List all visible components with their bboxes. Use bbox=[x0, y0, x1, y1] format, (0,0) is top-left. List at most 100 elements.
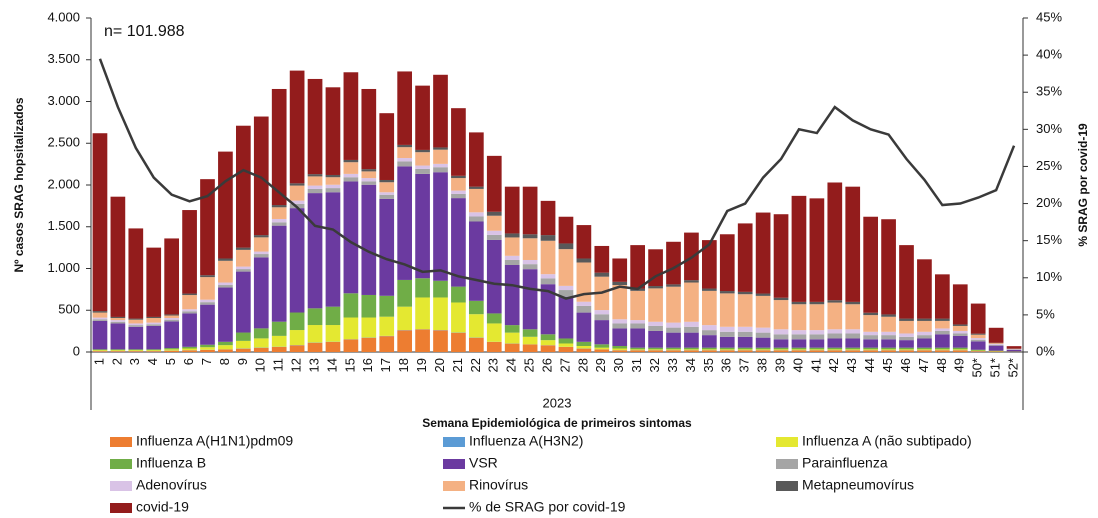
y2-tick-label: 15% bbox=[1036, 232, 1062, 247]
bar-segment bbox=[773, 297, 789, 301]
bar-segment bbox=[325, 188, 341, 193]
bar-segment bbox=[522, 336, 538, 345]
bar-segment bbox=[755, 337, 771, 348]
y-tick-label: 4.000 bbox=[47, 9, 80, 24]
bar-segment bbox=[289, 70, 305, 184]
bar-segment bbox=[468, 212, 484, 217]
bar-segment bbox=[701, 288, 717, 291]
bar-segment bbox=[791, 347, 807, 350]
x-tick-label: 45 bbox=[880, 358, 895, 372]
bar-segment bbox=[809, 301, 825, 305]
bar-segment bbox=[92, 349, 108, 351]
bar-segment bbox=[934, 328, 950, 331]
x-tick-label: 8 bbox=[217, 358, 232, 365]
bar-segment bbox=[164, 314, 180, 316]
bar-segment bbox=[397, 279, 413, 307]
bar-segment bbox=[451, 332, 466, 352]
bar-segment bbox=[737, 336, 753, 348]
bar-segment bbox=[701, 290, 717, 326]
y-tick-label: 0 bbox=[73, 343, 80, 358]
bar-segment bbox=[361, 184, 377, 295]
bar-segment bbox=[988, 343, 1004, 345]
bar-segment bbox=[917, 349, 932, 351]
bar-segment bbox=[630, 349, 646, 351]
x-tick-label: 7 bbox=[199, 358, 214, 365]
bar-segment bbox=[952, 335, 968, 348]
bar-segment bbox=[791, 350, 807, 352]
bar-segment bbox=[594, 245, 610, 273]
bar-segment bbox=[594, 344, 610, 348]
bar-segment bbox=[952, 347, 968, 350]
bar-segment bbox=[307, 325, 323, 343]
bar-segment bbox=[415, 149, 430, 153]
bar-segment bbox=[684, 347, 699, 350]
x-axis-title: Semana Epidemiológica de primeiros sinto… bbox=[422, 416, 692, 430]
bar-segment bbox=[235, 269, 251, 272]
bar-segment bbox=[576, 305, 592, 313]
bar-segment bbox=[415, 165, 430, 169]
bar-segment bbox=[486, 211, 502, 216]
y2-tick-label: 30% bbox=[1036, 121, 1062, 136]
bar-segment bbox=[92, 317, 108, 320]
bar-segment bbox=[235, 271, 251, 333]
bar-segment bbox=[164, 238, 180, 315]
bar-segment bbox=[200, 347, 215, 350]
x-tick-label: 3 bbox=[127, 358, 142, 365]
bar-segment bbox=[594, 320, 610, 345]
bar-segment bbox=[486, 323, 502, 342]
bar-segment bbox=[361, 317, 377, 338]
x-tick-label: 4 bbox=[145, 358, 160, 365]
bar-segment bbox=[630, 328, 646, 348]
bar-segment bbox=[540, 200, 556, 236]
bar-segment bbox=[397, 166, 413, 280]
annotation: n= 101.988 bbox=[104, 23, 185, 40]
bar-segment bbox=[737, 349, 753, 351]
bar-segment bbox=[558, 343, 574, 347]
bar-segment bbox=[917, 320, 932, 332]
bar-segment bbox=[755, 212, 771, 294]
bar-segment bbox=[576, 345, 592, 349]
bar-segment bbox=[486, 230, 502, 235]
bar-segment bbox=[558, 290, 574, 297]
bar-segment bbox=[988, 343, 1004, 344]
bar-segment bbox=[504, 332, 520, 344]
bar-segment bbox=[128, 349, 144, 351]
legend-swatch bbox=[110, 459, 132, 469]
bar-segment bbox=[648, 349, 663, 351]
bar-segment bbox=[988, 327, 1004, 343]
x-tick-label: 26 bbox=[539, 358, 554, 372]
bar-segment bbox=[863, 331, 879, 336]
bar-segment bbox=[522, 259, 538, 265]
bar-segment bbox=[719, 234, 735, 292]
bar-segment bbox=[612, 319, 628, 324]
bar-segment bbox=[881, 219, 896, 315]
bar-segment bbox=[934, 330, 950, 335]
bar-segment bbox=[809, 198, 825, 302]
x-tick-label: 14 bbox=[324, 358, 339, 372]
bar-segment bbox=[379, 198, 395, 296]
bar-segment bbox=[845, 338, 861, 348]
bar-segment bbox=[182, 348, 197, 351]
bar-segment bbox=[594, 314, 610, 321]
bar-segment bbox=[522, 264, 538, 270]
bar-segment bbox=[684, 332, 699, 348]
bar-segment bbox=[934, 274, 950, 319]
bar-segment bbox=[970, 349, 986, 351]
bar-segment bbox=[325, 174, 341, 178]
bar-segment bbox=[881, 349, 896, 351]
bar-segment bbox=[289, 183, 305, 186]
bar-segment bbox=[1006, 349, 1022, 352]
bar-segment bbox=[970, 341, 986, 350]
bar-segment bbox=[845, 350, 861, 352]
bar-segment bbox=[755, 332, 771, 338]
legend-label: covid-19 bbox=[136, 499, 189, 515]
bar-segment bbox=[899, 350, 914, 352]
bar-segment bbox=[558, 249, 574, 286]
bar-segment bbox=[271, 205, 287, 208]
bar-segment bbox=[379, 295, 395, 317]
legend-swatch bbox=[443, 481, 465, 491]
bar-segment bbox=[630, 350, 646, 352]
bar-segment bbox=[755, 349, 771, 351]
bar-segment bbox=[451, 286, 466, 303]
bar-segment bbox=[343, 173, 359, 178]
